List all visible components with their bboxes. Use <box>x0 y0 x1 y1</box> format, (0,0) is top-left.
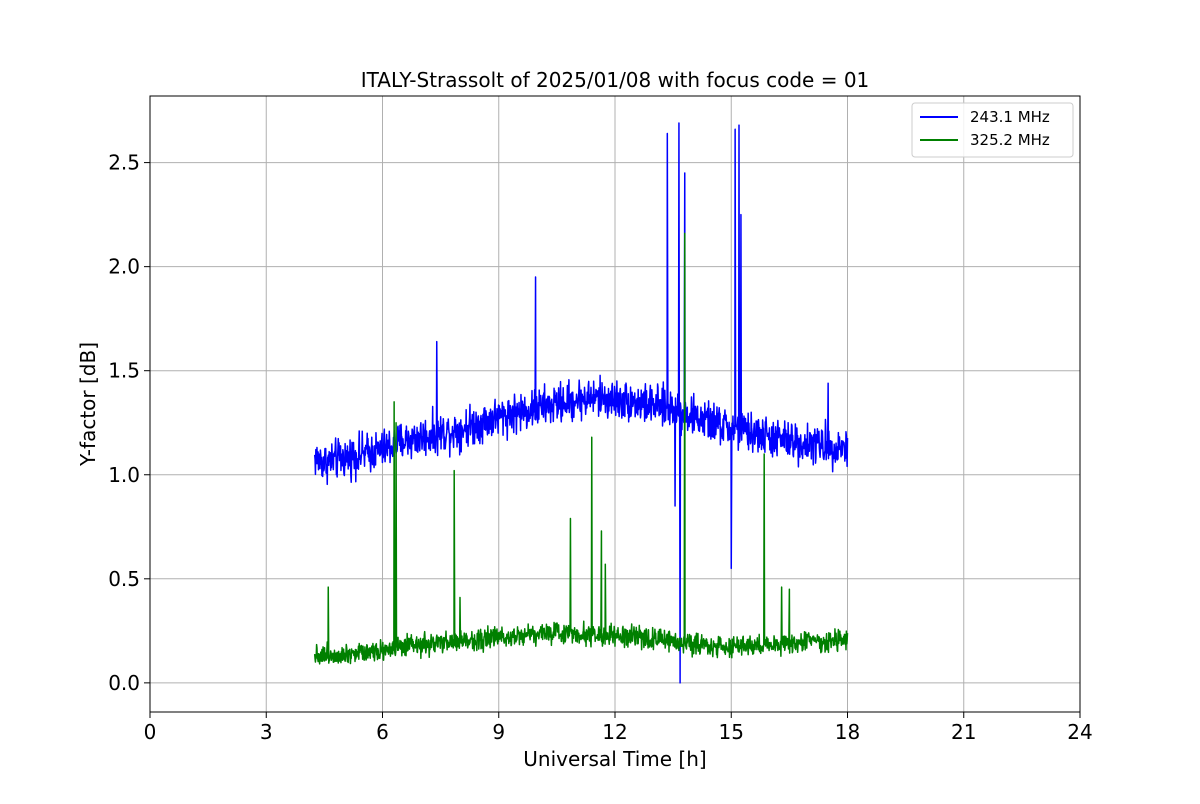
y-tick-label: 0.0 <box>108 671 140 695</box>
x-tick-label: 24 <box>1067 720 1092 744</box>
y-axis-label: Y-factor [dB] <box>76 342 100 467</box>
x-axis-label: Universal Time [h] <box>523 747 706 771</box>
series-line-243-1-mhz <box>313 122 849 684</box>
x-tick-label: 6 <box>376 720 389 744</box>
x-tick-label: 15 <box>719 720 744 744</box>
y-tick-label: 0.5 <box>108 567 140 591</box>
legend-label-243-mhz: 243.1 MHz <box>970 108 1050 126</box>
chart-title: ITALY-Strassolt of 2025/01/08 with focus… <box>361 68 870 92</box>
y-tick-label: 2.5 <box>108 151 140 175</box>
y-tick-label: 1.0 <box>108 463 140 487</box>
series-line-325-2-mhz <box>313 232 849 665</box>
legend-label-325-mhz: 325.2 MHz <box>970 131 1050 149</box>
y-tick-label: 2.0 <box>108 255 140 279</box>
axis-ticks: 0 3 6 9 12 15 18 21 24 0.0 0.5 1.0 1.5 2.0 2.5 <box>108 151 1093 744</box>
x-tick-label: 18 <box>835 720 860 744</box>
x-tick-label: 3 <box>260 720 273 744</box>
series-layer <box>313 122 849 684</box>
legend: 243.1 MHz 325.2 MHz <box>911 102 1074 158</box>
x-tick-label: 21 <box>951 720 976 744</box>
x-tick-label: 0 <box>144 720 157 744</box>
x-tick-label: 9 <box>492 720 505 744</box>
y-tick-label: 1.5 <box>108 359 140 383</box>
x-tick-label: 12 <box>602 720 627 744</box>
